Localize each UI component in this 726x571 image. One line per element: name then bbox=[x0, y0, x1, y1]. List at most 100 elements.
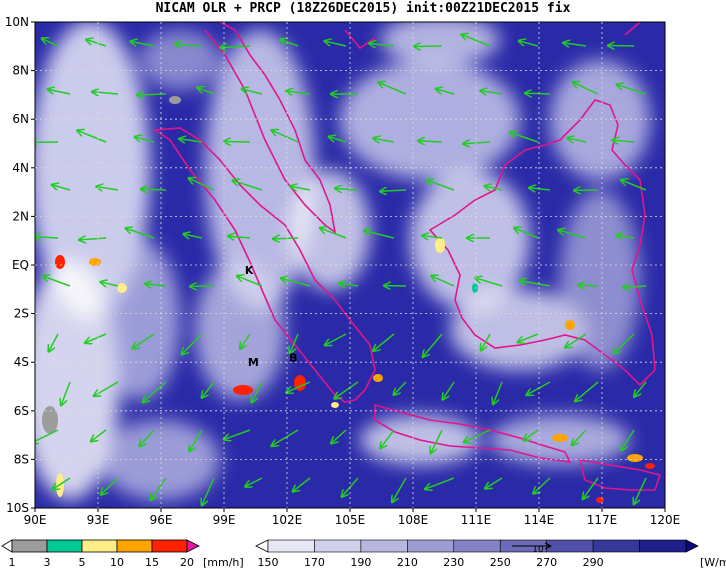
wind-arrow bbox=[252, 381, 263, 402]
wind-arrow bbox=[233, 180, 263, 191]
wind-arrow bbox=[461, 34, 491, 47]
colorbar-swatch bbox=[11, 539, 48, 553]
wind-arrow bbox=[281, 278, 311, 287]
wind-arrow bbox=[634, 381, 647, 397]
wind-arrow bbox=[481, 333, 491, 351]
lon-tick-label: 93E bbox=[87, 513, 110, 527]
lon-tick-label: 102E bbox=[272, 513, 303, 527]
bali-lombok-coastline bbox=[578, 459, 662, 491]
lon-tick-label: 114E bbox=[524, 513, 555, 527]
wind-arrow bbox=[431, 429, 443, 453]
map-plot-area bbox=[35, 22, 665, 508]
lat-tick-label: 10S bbox=[6, 501, 29, 515]
wind-arrow bbox=[290, 333, 299, 353]
wind-arrow bbox=[77, 130, 107, 143]
wind-arrow bbox=[425, 477, 455, 489]
location-marker-b: B bbox=[289, 351, 297, 364]
lat-tick-label: 4N bbox=[12, 161, 29, 175]
wind-arrow bbox=[331, 429, 347, 443]
precip-colorbar-label: 10 bbox=[110, 556, 124, 569]
olr-colorbar-label: 250 bbox=[490, 556, 511, 569]
olr-colorbar-label: 290 bbox=[583, 556, 604, 569]
wind-arrow bbox=[145, 284, 167, 286]
location-markers: K M B bbox=[245, 264, 298, 369]
wind-arrow bbox=[423, 333, 443, 357]
olr-colorbar-label: 230 bbox=[443, 556, 464, 569]
wind-arrow bbox=[380, 429, 395, 448]
colorbar-swatch bbox=[314, 539, 362, 553]
wind-arrow bbox=[202, 477, 215, 505]
wind-arrow bbox=[575, 381, 599, 401]
wind-arrow bbox=[35, 429, 59, 443]
wind-arrow bbox=[132, 333, 155, 349]
lon-tick-label: 99E bbox=[213, 513, 236, 527]
location-marker-m: M bbox=[248, 356, 259, 369]
wind-arrow bbox=[197, 88, 215, 95]
wind-arrow bbox=[92, 92, 119, 94]
wind-arrow bbox=[181, 333, 203, 355]
wind-arrow bbox=[151, 477, 167, 500]
wind-arrow bbox=[79, 238, 107, 240]
wind-arrow bbox=[510, 132, 539, 143]
precip-colorbar: 1 3 5 10 15 20 [mm/h] bbox=[1, 539, 244, 569]
java-coastline bbox=[374, 403, 572, 463]
wind-arrow bbox=[583, 477, 599, 499]
wind-arrow bbox=[189, 429, 203, 451]
wind-arrow bbox=[463, 142, 491, 144]
precip-colorbar-label: 1 bbox=[9, 556, 16, 569]
lon-tick-label: 108E bbox=[398, 513, 429, 527]
wind-arrow bbox=[480, 91, 503, 94]
wind-arrow bbox=[175, 44, 203, 46]
colorbar-swatch bbox=[360, 539, 408, 553]
colorbar-swatch bbox=[453, 539, 501, 553]
lat-tick-label: EQ bbox=[12, 258, 29, 272]
wind-arrow bbox=[286, 381, 311, 393]
colorbar-swatch bbox=[592, 539, 640, 553]
map-title: NICAM OLR + PRCP (18Z26DEC2015) init:00Z… bbox=[155, 1, 571, 16]
wind-arrow bbox=[573, 82, 599, 95]
precip-colorbar-label: 15 bbox=[145, 556, 159, 569]
wind-arrow bbox=[320, 228, 347, 239]
precip-unit-label: [mm/h] bbox=[203, 556, 244, 569]
wind-arrow bbox=[272, 130, 299, 143]
wind-arrow bbox=[334, 381, 359, 399]
wind-arrow bbox=[484, 186, 503, 190]
wind-arrow bbox=[49, 333, 59, 352]
wind-arrow bbox=[245, 477, 263, 487]
wind-arrow bbox=[224, 429, 251, 440]
wind-arrow bbox=[523, 429, 539, 441]
wind-arrow bbox=[139, 429, 155, 446]
wind-arrow bbox=[514, 228, 539, 239]
colorbar-swatch bbox=[81, 539, 118, 553]
lat-tick-label: 2S bbox=[14, 307, 29, 321]
wind-arrow bbox=[271, 429, 299, 446]
olr-colorbar-label: 170 bbox=[304, 556, 325, 569]
lon-tick-label: 111E bbox=[461, 513, 492, 527]
lon-tick-label: 117E bbox=[587, 513, 618, 527]
wind-arrow bbox=[339, 283, 359, 286]
olr-colorbar-label: 150 bbox=[258, 556, 279, 569]
wind-arrow bbox=[529, 188, 551, 190]
wind-arrow bbox=[85, 333, 107, 343]
wind-arrow bbox=[427, 180, 455, 191]
wind-arrow bbox=[464, 429, 491, 442]
wind-arrow bbox=[518, 333, 539, 342]
wind-arrow bbox=[101, 477, 119, 495]
gridlines bbox=[31, 21, 666, 512]
wind-arrow bbox=[96, 187, 119, 190]
wind-arrow bbox=[143, 381, 167, 402]
wind-arrow bbox=[280, 40, 299, 47]
wind-arrow bbox=[614, 333, 635, 353]
wind-arrow bbox=[135, 137, 155, 143]
precip-colorbar-label: 5 bbox=[79, 556, 86, 569]
wind-arrow bbox=[493, 381, 503, 404]
wind-arrow bbox=[422, 236, 443, 238]
wind-arrow bbox=[617, 84, 647, 95]
wind-arrow bbox=[526, 381, 551, 395]
wind-arrow bbox=[52, 477, 71, 489]
wind-arrow bbox=[378, 82, 407, 95]
wind-arrow bbox=[325, 333, 347, 345]
wind-arrow bbox=[525, 93, 551, 94]
lat-tick-label: 8S bbox=[14, 452, 29, 466]
